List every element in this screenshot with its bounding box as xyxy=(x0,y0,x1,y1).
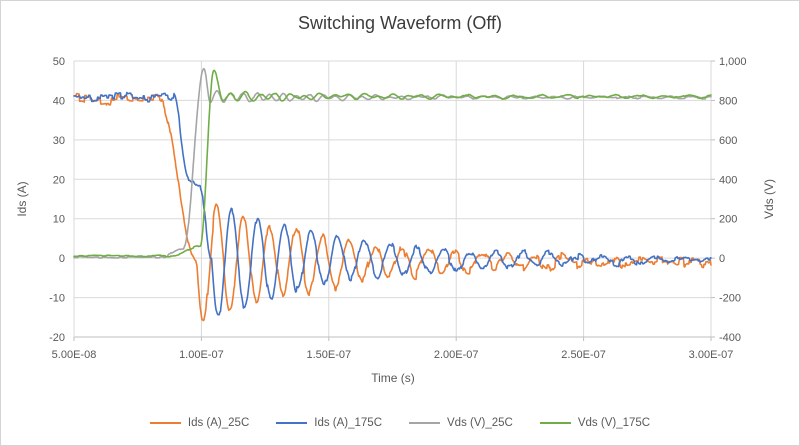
x-tick: 2.00E-07 xyxy=(434,349,479,361)
x-tick: 1.50E-07 xyxy=(306,349,351,361)
y-left-tick: 20 xyxy=(53,174,65,186)
y-right-tick: -200 xyxy=(719,293,741,305)
chart-legend: Ids (A)_25C Ids (A)_175C Vds (V)_25C Vds… xyxy=(1,414,799,432)
y-right-tick: 400 xyxy=(719,174,737,186)
x-tick: 3.00E-07 xyxy=(689,349,734,361)
series-line-ids-a-25c xyxy=(73,92,712,322)
y-right-tick: 800 xyxy=(719,95,737,107)
y-right-tick: 200 xyxy=(719,214,737,226)
legend-line-sample-ids-25c xyxy=(149,421,181,425)
y-left-tick: 40 xyxy=(53,95,65,107)
legend-item-ids-25c: Ids (A)_25C xyxy=(149,417,250,429)
legend-label: Ids (A)_175C xyxy=(314,417,383,429)
legend-item-vds-175c: Vds (V)_175C xyxy=(539,417,651,429)
legend-item-vds-25c: Vds (V)_25C xyxy=(409,417,513,429)
y-left-tick: 30 xyxy=(53,135,65,147)
y-left-tick: -10 xyxy=(49,293,65,305)
legend-label: Vds (V)_25C xyxy=(447,417,513,429)
y-left-tick: 0 xyxy=(59,253,65,265)
series-line-ids-a-175c xyxy=(73,91,712,316)
y-right-tick: 600 xyxy=(719,135,737,147)
y-right-tick: 0 xyxy=(719,253,725,265)
legend-line-sample-vds-25c xyxy=(409,421,441,425)
tick-labels: 50 40 30 20 10 0 -10 -20 1,000 800 600 400 200 0 -200 -… xyxy=(49,56,746,361)
legend-label: Vds (V)_175C xyxy=(577,417,651,429)
y-left-tick: 50 xyxy=(53,56,65,68)
y-left-tick: 10 xyxy=(53,214,65,226)
series-line-vds-v-25c xyxy=(73,67,712,259)
axis-lines-and-ticks xyxy=(73,60,715,341)
y-right-tick: -400 xyxy=(719,332,741,344)
legend-item-ids-175c: Ids (A)_175C xyxy=(276,417,382,429)
legend-label: Ids (A)_25C xyxy=(187,417,250,429)
x-tick: 5.00E-08 xyxy=(52,349,97,361)
gridlines xyxy=(73,60,712,338)
series-line-vds-v-175c xyxy=(73,69,712,258)
legend-line-sample-ids-175c xyxy=(276,421,308,425)
x-axis-title: Time (s) xyxy=(371,371,415,385)
chart-title: Switching Waveform (Off) xyxy=(297,13,503,33)
x-tick: 1.00E-07 xyxy=(179,349,224,361)
series-lines xyxy=(73,67,712,322)
legend-line-sample-vds-175c xyxy=(539,421,571,425)
y-left-tick: -20 xyxy=(49,332,65,344)
y-right-tick: 1,000 xyxy=(719,56,747,68)
x-tick: 2.50E-07 xyxy=(561,349,606,361)
